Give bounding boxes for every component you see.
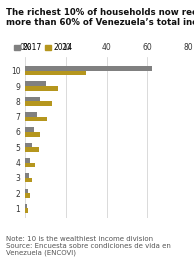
Bar — [25, 162, 35, 167]
Bar — [25, 158, 30, 162]
Bar — [25, 112, 37, 117]
Bar — [25, 127, 34, 132]
Bar — [25, 173, 29, 178]
Bar — [25, 189, 28, 193]
Bar — [25, 204, 27, 208]
Bar — [25, 132, 41, 136]
Bar — [25, 193, 30, 198]
Bar — [25, 178, 32, 182]
Bar — [25, 147, 40, 152]
Text: Note: 10 is the wealthiest income division
Source: Encuesta sobre condiciones de: Note: 10 is the wealthiest income divisi… — [6, 236, 171, 256]
Bar — [25, 143, 32, 147]
Bar — [25, 71, 86, 75]
Bar — [25, 97, 41, 101]
Bar — [25, 66, 152, 71]
Bar — [25, 81, 46, 86]
Bar — [25, 208, 28, 213]
Text: The richest 10% of households now receive
more than 60% of Venezuela’s total inc: The richest 10% of households now receiv… — [6, 8, 194, 27]
Bar — [25, 117, 47, 121]
Bar — [25, 86, 58, 91]
Legend: 2017, 2014: 2017, 2014 — [11, 40, 76, 55]
Bar — [25, 101, 52, 106]
